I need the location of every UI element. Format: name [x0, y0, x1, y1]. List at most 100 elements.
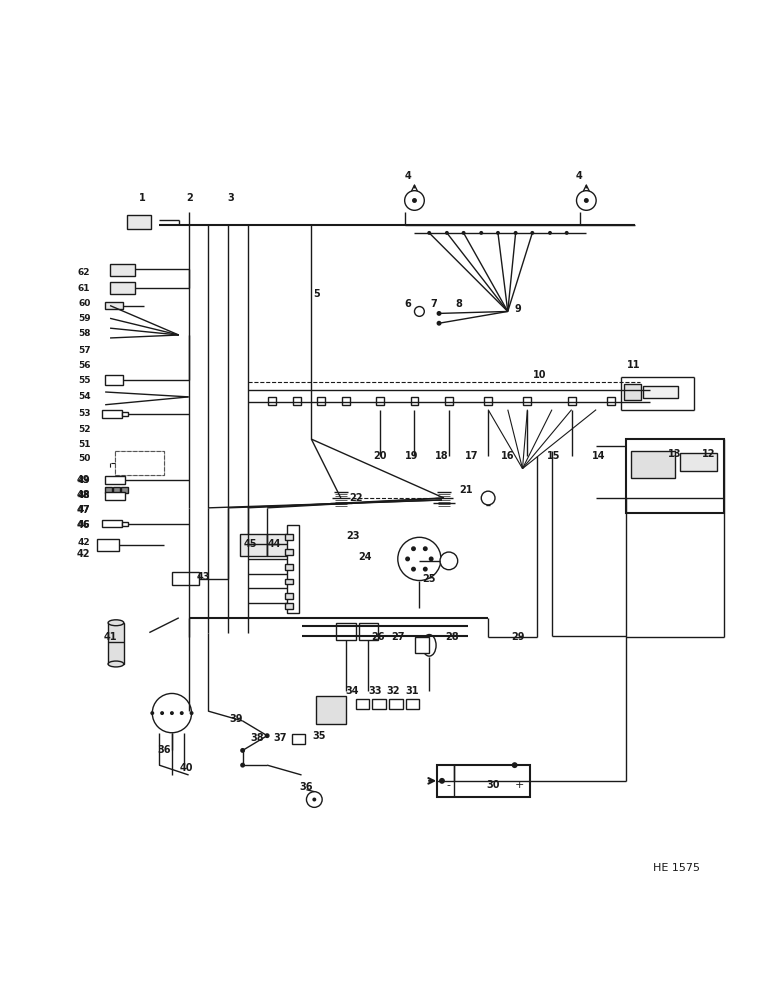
- Text: 55: 55: [78, 376, 90, 385]
- Text: 36: 36: [157, 745, 171, 755]
- Ellipse shape: [108, 620, 124, 626]
- Circle shape: [412, 198, 417, 203]
- Bar: [411, 397, 418, 405]
- Text: 54: 54: [78, 392, 90, 401]
- Ellipse shape: [108, 661, 124, 667]
- Circle shape: [440, 552, 458, 570]
- Text: +: +: [515, 780, 524, 790]
- Text: 46: 46: [77, 520, 90, 530]
- Bar: [631, 451, 675, 478]
- Bar: [358, 623, 378, 640]
- Text: 27: 27: [391, 632, 405, 642]
- Text: 38: 38: [251, 733, 264, 743]
- Circle shape: [190, 711, 194, 715]
- Text: 7: 7: [431, 299, 438, 309]
- Text: 20: 20: [374, 451, 387, 461]
- Circle shape: [313, 798, 317, 801]
- Bar: [285, 549, 293, 555]
- Bar: [372, 699, 386, 709]
- Text: 13: 13: [668, 449, 682, 459]
- Bar: [105, 476, 125, 484]
- Bar: [679, 453, 717, 471]
- Circle shape: [512, 762, 517, 768]
- Bar: [285, 534, 293, 540]
- Bar: [342, 397, 350, 405]
- Text: 45: 45: [244, 539, 257, 549]
- Circle shape: [405, 191, 425, 210]
- Text: 57: 57: [78, 346, 90, 355]
- Circle shape: [423, 546, 428, 551]
- Circle shape: [577, 191, 596, 210]
- Bar: [607, 397, 615, 405]
- Text: 46: 46: [78, 520, 90, 529]
- Bar: [643, 386, 678, 398]
- Bar: [285, 579, 293, 584]
- Bar: [122, 522, 127, 526]
- Circle shape: [398, 537, 441, 581]
- Bar: [102, 520, 122, 527]
- Text: 40: 40: [180, 763, 194, 773]
- Text: 33: 33: [368, 686, 382, 696]
- Circle shape: [152, 693, 191, 733]
- Bar: [405, 699, 419, 709]
- Text: 58: 58: [78, 329, 90, 338]
- Circle shape: [405, 556, 410, 561]
- Circle shape: [584, 198, 589, 203]
- Text: 52: 52: [78, 425, 90, 434]
- Text: 50: 50: [78, 454, 90, 463]
- Circle shape: [565, 231, 569, 235]
- Bar: [239, 534, 267, 556]
- Text: 42: 42: [78, 538, 90, 547]
- Bar: [113, 487, 120, 493]
- Circle shape: [160, 711, 164, 715]
- Bar: [172, 572, 199, 585]
- Text: 9: 9: [514, 304, 521, 314]
- Bar: [105, 492, 125, 500]
- Circle shape: [415, 307, 425, 316]
- Text: 60: 60: [78, 299, 90, 308]
- Circle shape: [513, 231, 517, 235]
- Text: 42: 42: [77, 549, 90, 559]
- Text: 12: 12: [703, 449, 716, 459]
- Circle shape: [411, 567, 416, 572]
- Circle shape: [240, 763, 245, 768]
- Text: 18: 18: [435, 451, 449, 461]
- Text: 15: 15: [547, 451, 560, 461]
- Circle shape: [423, 567, 428, 572]
- Bar: [105, 487, 112, 493]
- Text: 11: 11: [627, 360, 640, 370]
- Bar: [285, 564, 293, 570]
- Text: 24: 24: [359, 552, 372, 562]
- Bar: [624, 384, 642, 400]
- Text: 25: 25: [422, 574, 436, 584]
- Bar: [625, 439, 724, 513]
- Text: 56: 56: [78, 361, 90, 370]
- Bar: [110, 264, 134, 276]
- Text: 8: 8: [455, 299, 462, 309]
- Bar: [317, 696, 346, 724]
- Text: 43: 43: [197, 572, 210, 582]
- Text: 62: 62: [78, 268, 90, 277]
- Bar: [268, 397, 276, 405]
- Bar: [127, 215, 151, 229]
- Text: 4: 4: [405, 171, 411, 181]
- Text: 36: 36: [300, 782, 313, 792]
- Text: 35: 35: [313, 731, 326, 741]
- Bar: [356, 699, 369, 709]
- Text: HE 1575: HE 1575: [653, 863, 700, 873]
- Text: 61: 61: [78, 284, 90, 293]
- Text: 5: 5: [313, 289, 320, 299]
- Text: 39: 39: [229, 714, 242, 724]
- Circle shape: [265, 733, 269, 738]
- Text: 44: 44: [267, 539, 281, 549]
- Bar: [97, 539, 119, 551]
- Text: 47: 47: [77, 505, 90, 515]
- Circle shape: [530, 231, 534, 235]
- Text: 28: 28: [445, 632, 459, 642]
- Text: 32: 32: [386, 686, 400, 696]
- Circle shape: [151, 711, 154, 715]
- Text: 48: 48: [76, 490, 90, 500]
- Circle shape: [479, 231, 483, 235]
- Text: 22: 22: [349, 493, 362, 503]
- Bar: [445, 397, 452, 405]
